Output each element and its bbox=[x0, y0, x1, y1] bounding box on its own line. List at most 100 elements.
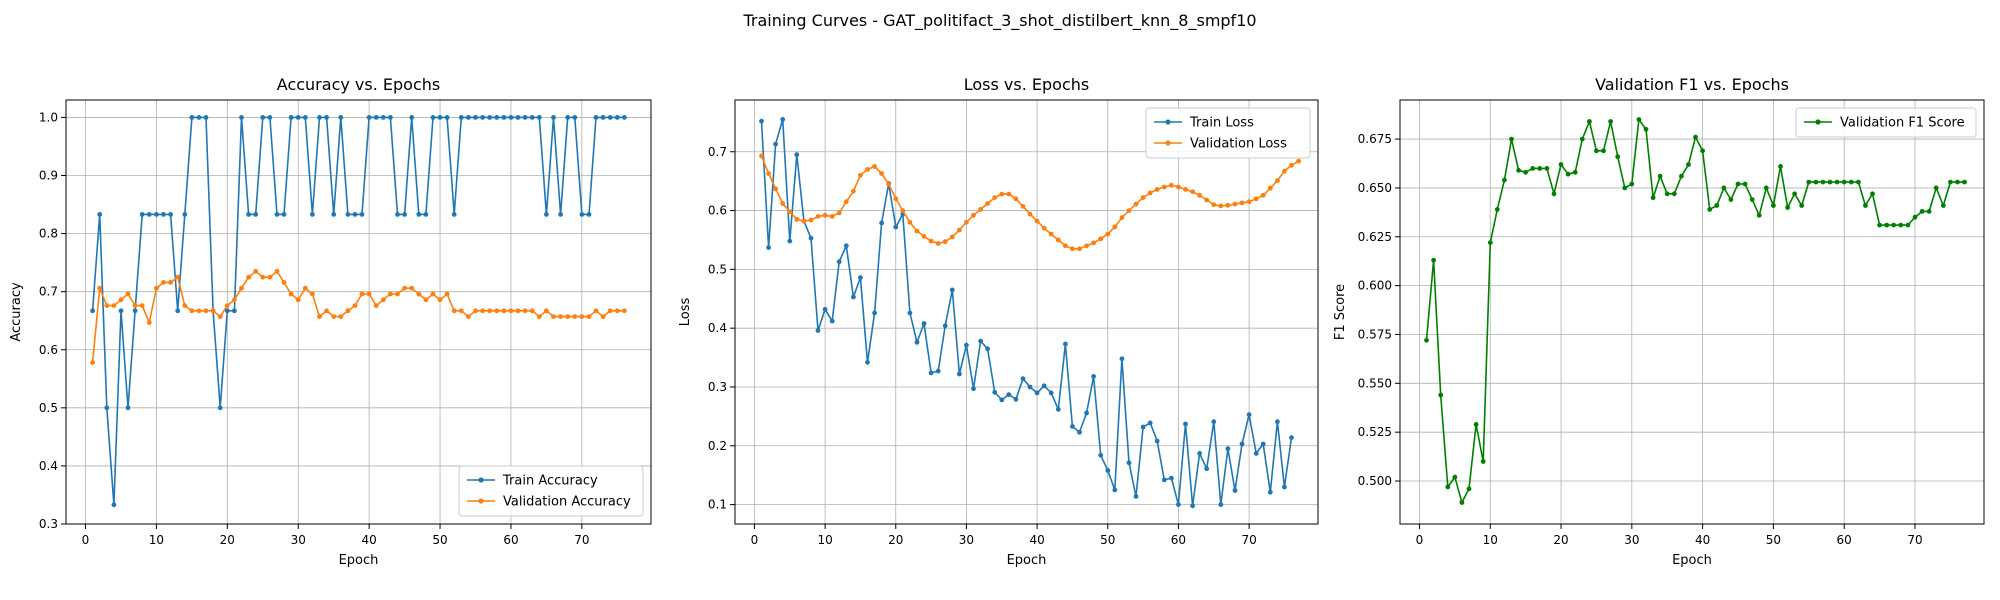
x-tick-label: 60 bbox=[1837, 533, 1852, 547]
data-point bbox=[196, 115, 202, 120]
y-tick-label: 0.675 bbox=[1358, 132, 1392, 146]
data-point bbox=[1848, 179, 1854, 185]
data-point bbox=[423, 297, 429, 303]
data-point bbox=[1027, 211, 1033, 217]
data-point bbox=[759, 153, 764, 159]
x-tick-label: 70 bbox=[574, 533, 589, 547]
figure-suptitle: Training Curves - GAT_politifact_3_shot_… bbox=[742, 11, 1256, 31]
x-tick-label: 10 bbox=[149, 533, 164, 547]
data-point bbox=[1806, 179, 1812, 185]
data-point bbox=[373, 303, 379, 308]
data-point bbox=[900, 208, 906, 214]
data-point bbox=[1176, 184, 1181, 190]
data-point bbox=[579, 314, 585, 319]
data-point bbox=[1785, 205, 1790, 210]
data-point bbox=[288, 115, 294, 120]
y-tick-label: 0.525 bbox=[1358, 425, 1392, 439]
data-point bbox=[1225, 446, 1231, 452]
data-point bbox=[893, 196, 899, 202]
y-axis-label: Accuracy bbox=[9, 282, 24, 342]
data-point bbox=[1006, 392, 1012, 397]
data-point bbox=[1544, 166, 1550, 171]
data-point bbox=[1232, 488, 1238, 493]
data-point bbox=[1601, 148, 1606, 154]
data-point bbox=[1296, 158, 1301, 164]
x-tick-label: 30 bbox=[1624, 533, 1639, 547]
data-point bbox=[274, 212, 280, 217]
data-point bbox=[1133, 201, 1139, 207]
data-point bbox=[1891, 222, 1897, 228]
data-point bbox=[1756, 212, 1762, 218]
y-tick-label: 0.6 bbox=[708, 204, 727, 218]
data-point bbox=[182, 303, 188, 308]
data-point bbox=[1834, 179, 1840, 185]
legend-swatch-marker bbox=[1165, 140, 1171, 146]
data-point bbox=[872, 164, 877, 169]
data-point bbox=[402, 285, 407, 291]
data-point bbox=[985, 201, 990, 206]
data-point bbox=[90, 308, 95, 314]
data-point bbox=[1091, 374, 1096, 379]
data-point bbox=[1289, 435, 1294, 440]
data-point bbox=[1643, 126, 1649, 132]
data-point bbox=[302, 285, 308, 291]
data-point bbox=[1126, 460, 1132, 466]
data-point bbox=[139, 303, 145, 308]
data-point bbox=[281, 212, 287, 217]
data-point bbox=[239, 285, 244, 291]
data-point bbox=[558, 212, 563, 217]
data-point bbox=[1140, 424, 1146, 430]
data-point bbox=[1466, 486, 1472, 492]
data-point bbox=[352, 212, 358, 217]
x-tick-label: 40 bbox=[1695, 533, 1710, 547]
data-point bbox=[1735, 181, 1741, 187]
data-point bbox=[1962, 179, 1967, 185]
data-point bbox=[600, 115, 606, 120]
data-point bbox=[373, 115, 379, 120]
data-point bbox=[1502, 177, 1507, 183]
data-point bbox=[1919, 209, 1925, 214]
data-point bbox=[879, 220, 884, 226]
data-point bbox=[416, 212, 422, 217]
data-point bbox=[593, 308, 599, 314]
legend: Validation F1 Score bbox=[1795, 107, 1977, 138]
data-point bbox=[494, 308, 500, 314]
data-point bbox=[97, 212, 103, 217]
data-point bbox=[1154, 187, 1160, 192]
x-tick-label: 50 bbox=[1766, 533, 1781, 547]
data-point bbox=[949, 287, 955, 293]
data-point bbox=[232, 297, 237, 303]
data-point bbox=[1041, 225, 1047, 231]
data-point bbox=[985, 346, 990, 352]
y-tick-label: 0.5 bbox=[39, 401, 58, 415]
data-point bbox=[1253, 451, 1259, 456]
series-1 bbox=[1424, 117, 1967, 505]
data-point bbox=[622, 308, 627, 314]
data-point bbox=[572, 115, 578, 120]
data-point bbox=[1055, 237, 1061, 243]
x-tick-label: 70 bbox=[1907, 533, 1922, 547]
data-point bbox=[586, 212, 592, 217]
y-tick-label: 0.575 bbox=[1358, 327, 1392, 341]
data-point bbox=[829, 214, 835, 219]
series-line bbox=[91, 116, 625, 505]
y-tick-label: 0.6 bbox=[39, 343, 58, 357]
data-point bbox=[388, 115, 393, 120]
data-point bbox=[118, 308, 124, 314]
data-point bbox=[1679, 173, 1684, 179]
data-point bbox=[780, 201, 786, 206]
data-point bbox=[352, 303, 358, 308]
data-point bbox=[600, 314, 606, 319]
data-point bbox=[1034, 218, 1040, 224]
data-point bbox=[1742, 181, 1748, 187]
data-point bbox=[1267, 185, 1273, 191]
data-point bbox=[1594, 148, 1599, 154]
axes-frame bbox=[1399, 99, 1985, 525]
data-point bbox=[1055, 406, 1061, 412]
data-point bbox=[1204, 466, 1210, 472]
data-point bbox=[1622, 185, 1628, 191]
data-point bbox=[494, 115, 500, 120]
data-point bbox=[203, 115, 209, 120]
data-point bbox=[1671, 191, 1677, 197]
series-line bbox=[91, 270, 625, 363]
